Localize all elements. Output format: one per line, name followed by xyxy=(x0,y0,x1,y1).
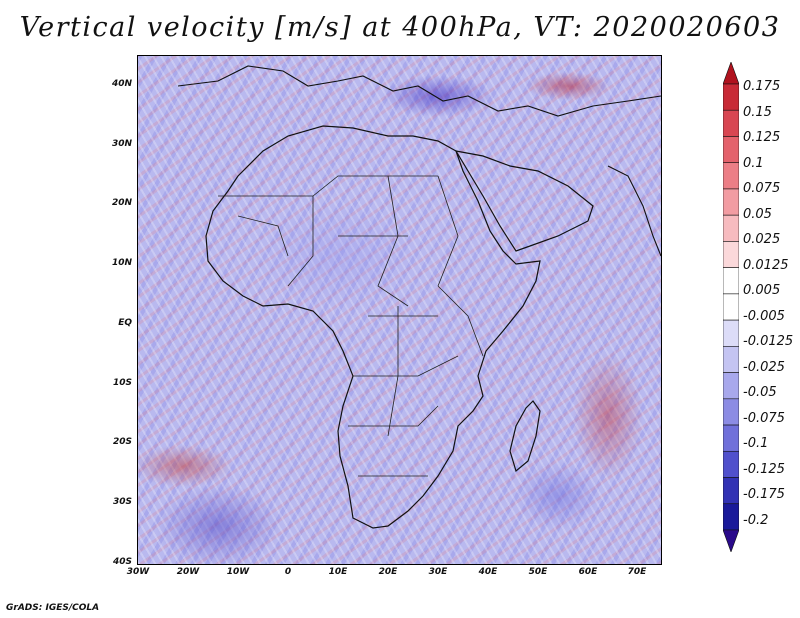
colorbar-label: -0.05 xyxy=(743,385,777,400)
lon-label: 10E xyxy=(328,567,348,577)
lon-label: 60E xyxy=(578,567,598,577)
india-coastline xyxy=(607,165,661,257)
colorbar-segment xyxy=(723,424,739,452)
grads-footer: GrADS: IGES/COLA xyxy=(6,603,100,613)
colorbar-label: -0.1 xyxy=(743,436,769,451)
colorbar-label: -0.025 xyxy=(743,360,785,375)
lon-label: 20W xyxy=(176,567,200,577)
arabia-coastline xyxy=(454,150,594,252)
colorbar-segment xyxy=(723,241,739,268)
colorbar-segment xyxy=(723,214,739,242)
map-title: Vertical velocity [m/s] at 400hPa, VT: 2… xyxy=(19,12,781,43)
africa-coastline-map xyxy=(177,65,661,529)
colorbar-segment xyxy=(723,477,739,505)
lat-label: 30S xyxy=(112,497,132,507)
colorbar-segment xyxy=(723,503,739,531)
colorbar-label: 0.05 xyxy=(743,207,772,222)
lat-label: 40S xyxy=(112,557,132,567)
colorbar-label: 0.15 xyxy=(743,105,772,120)
colorbar-label: -0.005 xyxy=(743,309,785,324)
colorbar-segment xyxy=(723,529,739,552)
colorbar-label: 0.025 xyxy=(743,232,781,247)
colorbar-label: -0.075 xyxy=(743,411,785,426)
colorbar-segment xyxy=(723,188,739,216)
colorbar-segment xyxy=(723,319,739,347)
lat-label: 10N xyxy=(111,258,132,268)
country-borders xyxy=(218,175,484,477)
lon-label: 10W xyxy=(226,567,250,577)
colorbar-label: -0.0125 xyxy=(743,334,794,349)
colorbar-label: 0.1 xyxy=(743,156,764,171)
lat-label: 30N xyxy=(111,139,132,149)
colorbar-segment xyxy=(723,162,739,190)
madagascar-coastline xyxy=(509,400,541,473)
colorbar-label: 0.0125 xyxy=(743,258,789,273)
colorbar-segment xyxy=(723,136,739,164)
africa-coastline xyxy=(205,125,541,529)
colorbar-label: 0.175 xyxy=(743,79,781,94)
lon-label: 20E xyxy=(378,567,398,577)
lat-label: 20N xyxy=(111,198,132,208)
colorbar-label: 0.075 xyxy=(743,181,781,196)
lon-label: 70E xyxy=(627,567,647,577)
lat-label: 20S xyxy=(112,437,132,447)
colorbar-segment xyxy=(723,109,739,137)
lat-label: 40N xyxy=(111,79,132,89)
colorbar-label: 0.005 xyxy=(743,283,781,298)
lon-label: 50E xyxy=(528,567,548,577)
map-panel xyxy=(137,55,662,565)
colorbar-segment xyxy=(723,293,739,321)
lat-label: EQ xyxy=(118,318,132,328)
colorbar-segment xyxy=(723,372,739,400)
lon-label: 0 xyxy=(284,567,292,577)
colorbar-label: -0.175 xyxy=(743,487,785,502)
mediterranean-north-coast xyxy=(177,65,661,117)
lon-label: 40E xyxy=(478,567,498,577)
lat-label: 10S xyxy=(112,378,132,388)
colorbar-segment xyxy=(723,83,739,111)
colorbar-label: -0.2 xyxy=(743,513,769,528)
colorbar-segment xyxy=(723,62,739,85)
lon-label: 30W xyxy=(126,567,150,577)
colorbar xyxy=(723,62,739,552)
colorbar-segment xyxy=(723,398,739,426)
lon-label: 30E xyxy=(428,567,448,577)
colorbar-segment xyxy=(723,267,739,295)
colorbar-segment xyxy=(723,346,739,373)
colorbar-segment xyxy=(723,450,739,478)
colorbar-label: 0.125 xyxy=(743,130,781,145)
colorbar-label: -0.125 xyxy=(743,462,785,477)
